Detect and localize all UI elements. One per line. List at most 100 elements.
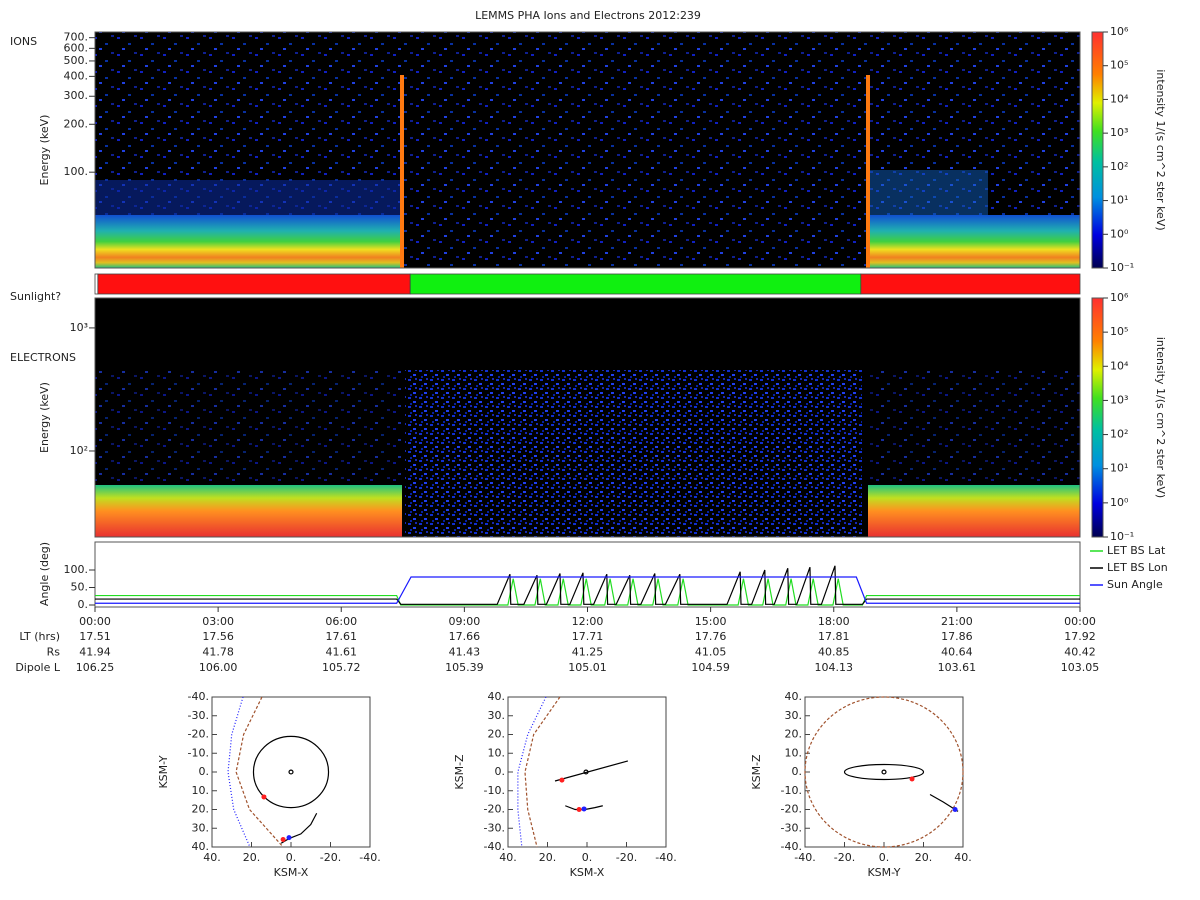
colorbar-tick-label: 10⁴ bbox=[1110, 92, 1129, 105]
row-value: 106.00 bbox=[199, 661, 238, 674]
panel-label: IONS bbox=[10, 35, 37, 48]
y-tick-label: -10. bbox=[781, 784, 802, 797]
x-tick-label: 06:00 bbox=[325, 615, 357, 628]
colorbar-tick-label: 10³ bbox=[1110, 126, 1128, 139]
y-tick-label: 10. bbox=[192, 784, 210, 797]
y-tick-label: 20. bbox=[192, 803, 210, 816]
y-tick-label: 700. bbox=[64, 31, 89, 44]
x-axis-label: KSM-X bbox=[274, 866, 309, 879]
orbit-frame bbox=[211, 696, 371, 848]
y-tick-label: 10. bbox=[488, 746, 506, 759]
y-tick-label: 30. bbox=[488, 709, 506, 722]
row-value: 41.25 bbox=[572, 646, 604, 659]
row-value: 17.56 bbox=[202, 630, 234, 643]
y-tick-label: 30. bbox=[785, 709, 803, 722]
y-tick-label: 30. bbox=[192, 821, 210, 834]
angle-line bbox=[95, 578, 1080, 606]
x-tick-label: 18:00 bbox=[818, 615, 850, 628]
x-tick-label: 0. bbox=[286, 851, 297, 864]
x-tick-label: -40. bbox=[794, 851, 815, 864]
row-value: 40.42 bbox=[1064, 646, 1096, 659]
y-tick-label: -40. bbox=[188, 690, 209, 703]
orbit-point bbox=[559, 777, 565, 783]
row-value: 40.64 bbox=[941, 646, 973, 659]
colorbar-tick-label: 10⁰ bbox=[1110, 496, 1129, 509]
x-tick-label: 20. bbox=[243, 851, 261, 864]
colorbar-tick-label: 10³ bbox=[1110, 393, 1128, 406]
orbit-ellipse bbox=[881, 769, 887, 775]
y-tick-label: 100. bbox=[64, 165, 89, 178]
orbit-point bbox=[286, 835, 292, 841]
y-tick-label: 300. bbox=[64, 89, 89, 102]
y-axis-label: Angle (deg) bbox=[38, 542, 51, 606]
row-value: 17.76 bbox=[695, 630, 727, 643]
row-value: 40.85 bbox=[818, 646, 850, 659]
y-tick-label: 20. bbox=[785, 728, 803, 741]
row-value: 105.72 bbox=[322, 661, 361, 674]
panel-label: ELECTRONS bbox=[10, 351, 76, 364]
row-value: 104.13 bbox=[815, 661, 854, 674]
x-tick-label: -20. bbox=[616, 851, 637, 864]
y-tick-label: -10. bbox=[484, 784, 505, 797]
orbit-curve bbox=[554, 760, 629, 782]
colorbar-tick-label: 10² bbox=[1110, 428, 1128, 441]
row-value: 104.59 bbox=[691, 661, 730, 674]
row-label: Rs bbox=[47, 646, 61, 659]
row-value: 105.39 bbox=[445, 661, 484, 674]
orbit-point bbox=[909, 776, 915, 782]
y-tick-label: -30. bbox=[188, 709, 209, 722]
orbit-point bbox=[581, 806, 587, 812]
row-value: 17.92 bbox=[1064, 630, 1096, 643]
sunlight-segment bbox=[94, 273, 99, 295]
x-tick-label: 00:00 bbox=[1064, 615, 1096, 628]
row-value: 41.61 bbox=[326, 646, 358, 659]
orbit-curve bbox=[280, 812, 318, 844]
x-tick-label: 00:00 bbox=[79, 615, 111, 628]
y-tick-label: -20. bbox=[188, 728, 209, 741]
sunlight-segment bbox=[97, 273, 411, 295]
x-axis-label: KSM-Y bbox=[867, 866, 900, 879]
colorbar bbox=[1091, 297, 1104, 538]
colorbar-tick-label: 10⁴ bbox=[1110, 359, 1129, 372]
x-tick-label: 09:00 bbox=[449, 615, 481, 628]
angle-line bbox=[95, 576, 1080, 604]
y-tick-label: 0. bbox=[78, 598, 89, 611]
colorbar-tick-label: 10⁶ bbox=[1110, 25, 1129, 38]
ion-spectrogram bbox=[94, 31, 1081, 269]
orbit-frame bbox=[804, 696, 964, 848]
orbit-point bbox=[261, 794, 267, 800]
x-tick-label: 15:00 bbox=[695, 615, 727, 628]
x-tick-label: 21:00 bbox=[941, 615, 973, 628]
y-axis-label: KSM-Y bbox=[157, 755, 170, 788]
title: LEMMS PHA Ions and Electrons 2012:239 bbox=[475, 9, 701, 22]
orbit-ellipse bbox=[804, 696, 964, 848]
orbit-curve bbox=[517, 696, 547, 848]
orbit-point bbox=[280, 837, 286, 842]
y-axis-label: Energy (keV) bbox=[38, 382, 51, 453]
row-value: 106.25 bbox=[76, 661, 115, 674]
x-tick-label: 40. bbox=[499, 851, 517, 864]
y-tick-label: -30. bbox=[781, 821, 802, 834]
sunlight-segment bbox=[409, 273, 862, 295]
sunlight-segment bbox=[860, 273, 1081, 295]
row-value: 41.05 bbox=[695, 646, 727, 659]
y-tick-label: 400. bbox=[64, 69, 89, 82]
x-tick-label: 0. bbox=[879, 851, 890, 864]
y-tick-label: 40. bbox=[192, 840, 210, 853]
y-tick-label: 20. bbox=[488, 728, 506, 741]
y-tick-label: 40. bbox=[785, 690, 803, 703]
x-tick-label: 20. bbox=[539, 851, 557, 864]
y-axis-label: KSM-Z bbox=[453, 754, 466, 790]
y-tick-label: 200. bbox=[64, 117, 89, 130]
y-tick-label: 10² bbox=[70, 444, 88, 457]
y-tick-label: 600. bbox=[64, 41, 89, 54]
y-tick-label: 10³ bbox=[70, 321, 88, 334]
orbit-point bbox=[952, 807, 958, 812]
y-tick-label: -10. bbox=[188, 746, 209, 759]
y-tick-label: -40. bbox=[781, 840, 802, 853]
row-value: 103.61 bbox=[938, 661, 977, 674]
x-tick-label: 20. bbox=[915, 851, 933, 864]
orbit-ellipse bbox=[288, 769, 294, 775]
row-value: 105.01 bbox=[568, 661, 607, 674]
